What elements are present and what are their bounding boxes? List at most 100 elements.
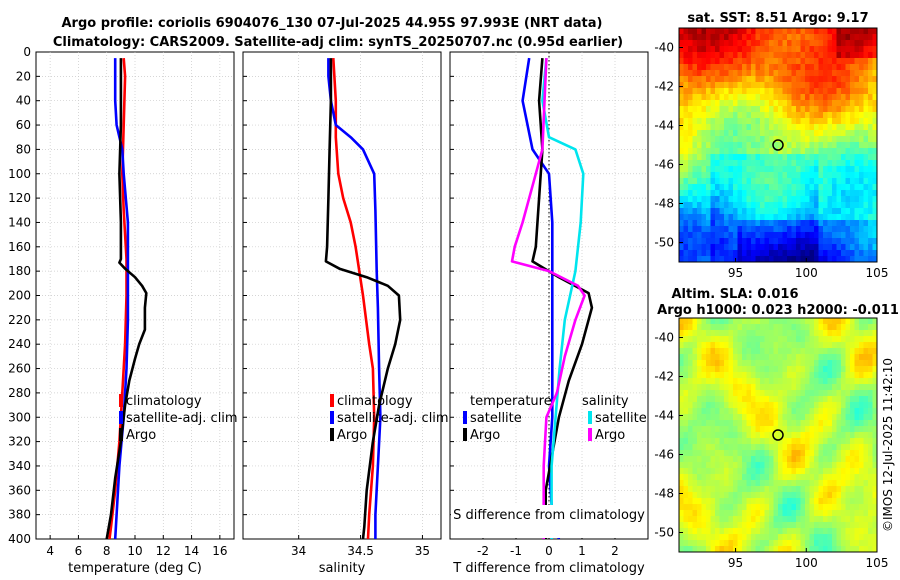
heatmap-cell <box>787 232 792 239</box>
heatmap-cell <box>742 420 747 427</box>
heatmap-cell <box>706 396 711 403</box>
heatmap-cell <box>832 414 837 421</box>
heatmap-cell <box>850 106 855 113</box>
heatmap-cell <box>760 46 765 53</box>
heatmap-cell <box>872 378 878 385</box>
heatmap-cell <box>746 480 752 487</box>
heatmap-cell <box>850 336 855 343</box>
heatmap-cell <box>688 190 693 197</box>
heatmap-cell <box>764 336 770 343</box>
heatmap-cell <box>746 52 752 59</box>
heatmap-cell <box>764 208 770 215</box>
heatmap-cell <box>683 468 689 475</box>
heatmap-cell <box>782 34 788 41</box>
heatmap-cell <box>827 64 833 71</box>
heatmap-cell <box>800 366 806 373</box>
heatmap-cell <box>728 142 734 149</box>
heatmap-cell <box>868 366 873 373</box>
heatmap-cell <box>692 172 698 179</box>
heatmap-cell <box>863 396 869 403</box>
heatmap-cell <box>706 52 711 59</box>
heatmap-cell <box>692 196 698 203</box>
heatmap-cell <box>805 76 810 83</box>
heatmap-cell <box>719 166 725 173</box>
heatmap-cell <box>764 528 770 535</box>
heatmap-cell <box>827 330 833 337</box>
heatmap-cell <box>827 70 833 77</box>
heatmap-cell <box>809 256 815 263</box>
heatmap-cell <box>715 238 720 245</box>
heatmap-cell <box>742 148 747 155</box>
heatmap-cell <box>697 154 702 161</box>
heatmap-cell <box>841 184 846 191</box>
heatmap-cell <box>791 522 797 529</box>
heatmap-cell <box>836 348 842 355</box>
heatmap-cell <box>823 354 828 361</box>
heatmap-cell <box>809 336 815 343</box>
heatmap-cell <box>679 366 684 373</box>
heatmap-cell <box>832 142 837 149</box>
heatmap-cell <box>719 58 725 65</box>
heatmap-cell <box>859 354 864 361</box>
heatmap-cell <box>755 492 761 499</box>
heatmap-cell <box>715 70 720 77</box>
heatmap-cell <box>823 124 828 131</box>
heatmap-cell <box>872 88 878 95</box>
heatmap-cell <box>836 226 842 233</box>
heatmap-cell <box>800 480 806 487</box>
heatmap-cell <box>706 64 711 71</box>
heatmap-cell <box>823 166 828 173</box>
heatmap-cell <box>746 250 752 257</box>
heatmap-cell <box>706 160 711 167</box>
heatmap-cell <box>773 52 779 59</box>
heatmap-cell <box>872 354 878 361</box>
heatmap-cell <box>746 190 752 197</box>
heatmap-cell <box>719 390 725 397</box>
heatmap-cell <box>868 256 873 263</box>
heatmap-cell <box>800 28 806 35</box>
heatmap-cell <box>683 390 689 397</box>
heatmap-cell <box>832 348 837 355</box>
heatmap-cell <box>782 528 788 535</box>
heatmap-cell <box>733 450 738 457</box>
heatmap-cell <box>796 250 801 257</box>
legend-label-t-argo: Argo <box>470 428 500 443</box>
heatmap-cell <box>782 336 788 343</box>
heatmap-cell <box>697 76 702 83</box>
heatmap-cell <box>737 202 743 209</box>
heatmap-cell <box>710 58 716 65</box>
heatmap-cell <box>715 486 720 493</box>
heatmap-cell <box>814 324 819 331</box>
heatmap-cell <box>859 172 864 179</box>
heatmap-cell <box>742 208 747 215</box>
heatmap-cell <box>823 318 828 325</box>
heatmap-cell <box>827 528 833 535</box>
heatmap-cell <box>800 112 806 119</box>
heatmap-cell <box>814 492 819 499</box>
heatmap-cell <box>782 208 788 215</box>
heatmap-cell <box>751 420 756 427</box>
heatmap-cell <box>823 546 828 553</box>
heatmap-cell <box>818 540 824 547</box>
heatmap-cell <box>791 366 797 373</box>
heatmap-cell <box>805 516 810 523</box>
x-tick-label: 4 <box>46 544 54 558</box>
heatmap-cell <box>755 438 761 445</box>
heatmap-cell <box>773 136 779 143</box>
x-tick-label: -1 <box>510 544 522 558</box>
heatmap-cell <box>845 504 851 511</box>
legend-label-t-satellite: satellite <box>470 411 522 426</box>
heatmap-cell <box>692 324 698 331</box>
heatmap-cell <box>755 504 761 511</box>
heatmap-cell <box>773 226 779 233</box>
heatmap-cell <box>760 88 765 95</box>
heatmap-cell <box>706 372 711 379</box>
heatmap-cell <box>679 136 684 143</box>
heatmap-cell <box>733 474 738 481</box>
heatmap-cell <box>800 318 806 325</box>
heatmap-cell <box>796 244 801 251</box>
heatmap-cell <box>679 94 684 101</box>
heatmap-cell <box>872 498 878 505</box>
heatmap-cell <box>872 40 878 47</box>
heatmap-cell <box>764 34 770 41</box>
